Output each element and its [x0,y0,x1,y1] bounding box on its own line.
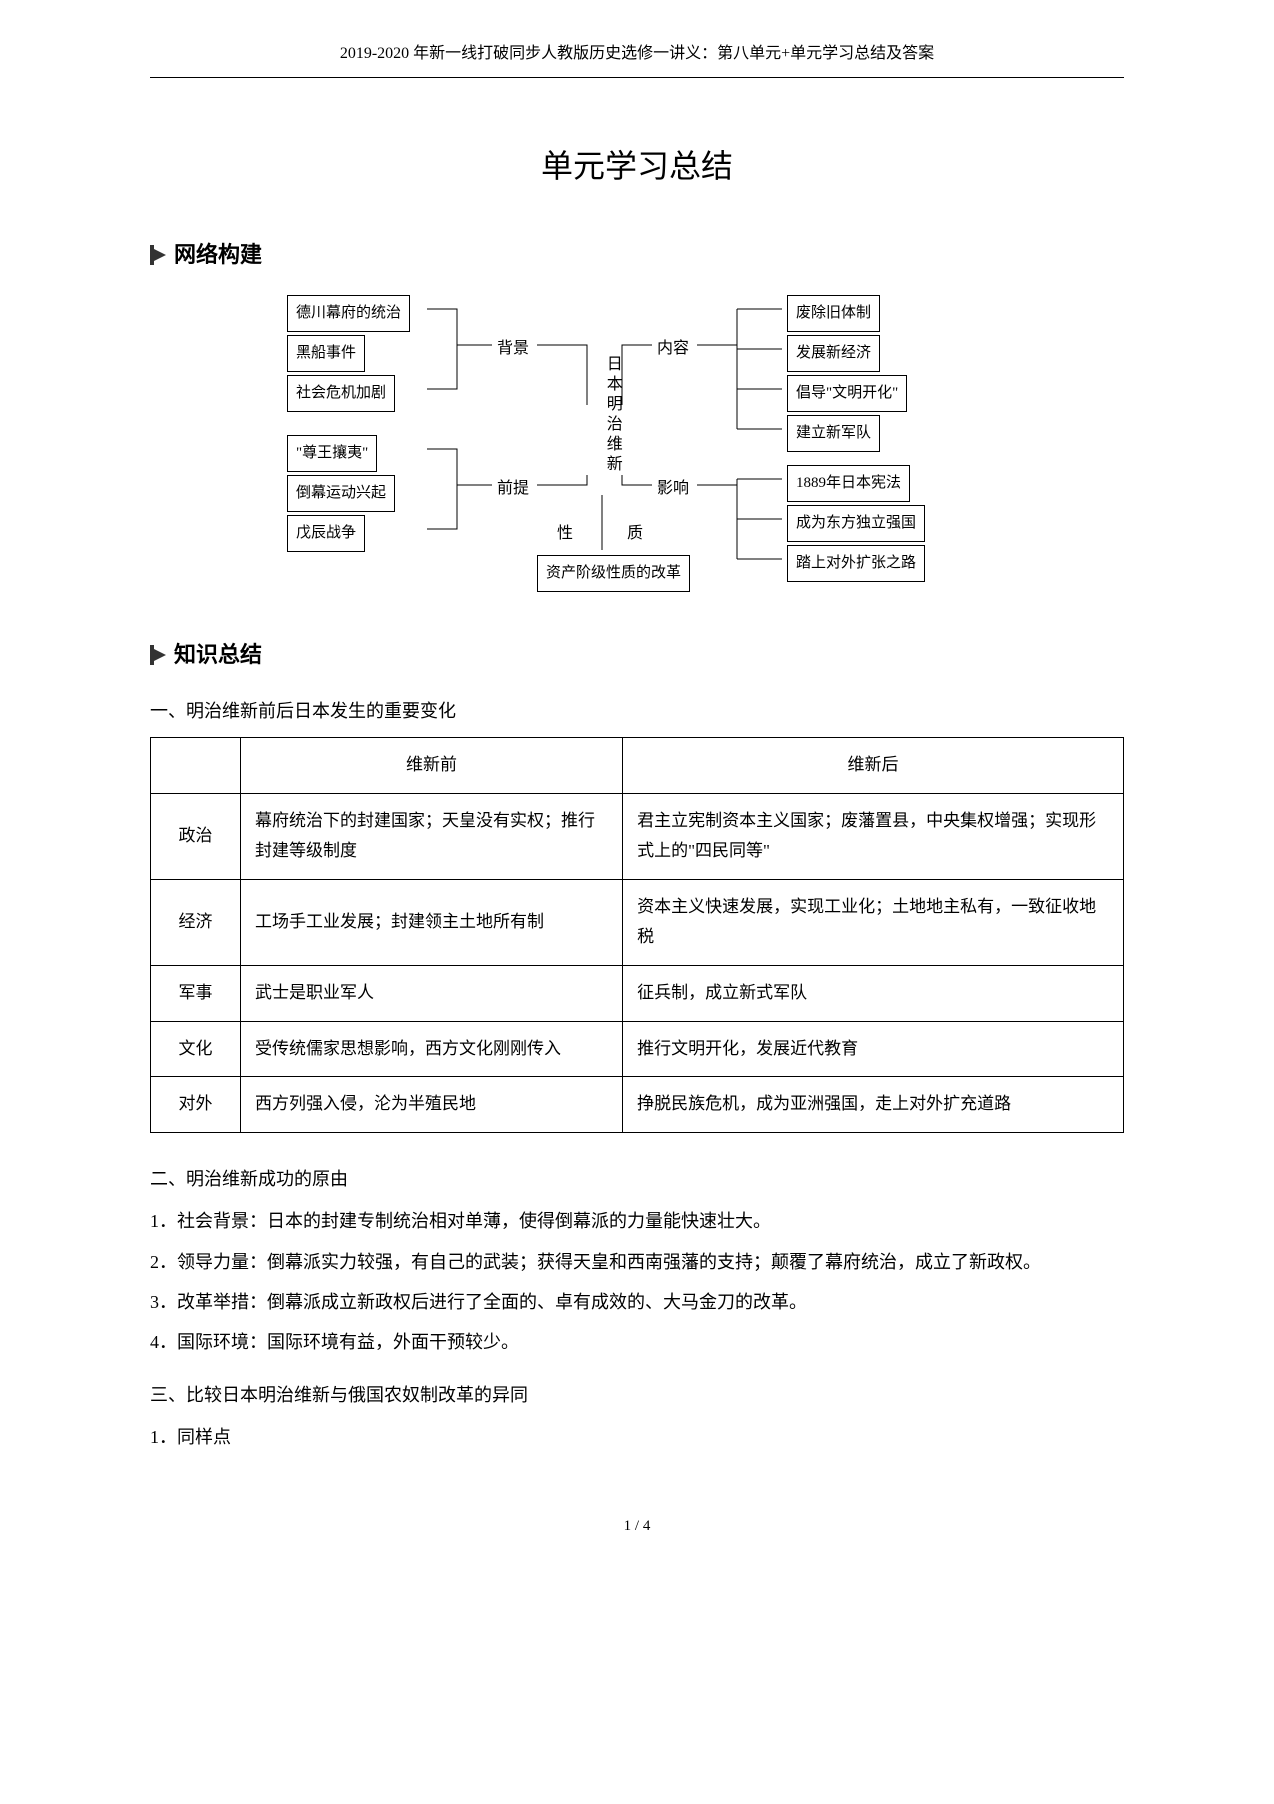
table-row-label: 文化 [151,1021,241,1077]
table-row: 对外西方列强入侵，沦为半殖民地挣脱民族危机，成为亚洲强国，走上对外扩充道路 [151,1077,1124,1133]
reason-item: 3．改革举措：倒幕派成立新政权后进行了全面的、卓有成效的、大马金刀的改革。 [150,1286,1124,1318]
reason-item: 2．领导力量：倒幕派实力较强，有自己的武装；获得天皇和西南强藩的支持；颠覆了幕府… [150,1246,1124,1278]
section-knowledge-header: 知识总结 [150,635,1124,675]
subsection-1: 一、明治维新前后日本发生的重要变化 [150,695,1124,727]
comparison-table: 维新前 维新后 政治幕府统治下的封建国家；天皇没有实权；推行封建等级制度君主立宪… [150,737,1124,1133]
table-row: 文化受传统儒家思想影响，西方文化刚刚传入推行文明开化，发展近代教育 [151,1021,1124,1077]
table-cell-after: 征兵制，成立新式军队 [623,965,1124,1021]
section-marker-icon [150,247,166,263]
subsection-2: 二、明治维新成功的原由 [150,1163,1124,1195]
page-header: 2019-2020 年新一线打破同步人教版历史选修一讲义：第八单元+单元学习总结… [150,40,1124,78]
table-row-label: 政治 [151,793,241,879]
page-number: 1 / 4 [150,1513,1124,1540]
table-cell-after: 资本主义快速发展，实现工业化；土地地主私有，一致征收地税 [623,879,1124,965]
network-diagram: 德川幕府的统治 黑船事件 社会危机加剧 "尊王攘夷" 倒幕运动兴起 戊辰战争 背… [287,295,987,595]
reason-item: 4．国际环境：国际环境有益，外面干预较少。 [150,1326,1124,1358]
table-row-label: 对外 [151,1077,241,1133]
table-header: 维新后 [623,737,1124,793]
table-row: 经济工场手工业发展；封建领主土地所有制资本主义快速发展，实现工业化；土地地主私有… [151,879,1124,965]
subsection-3: 三、比较日本明治维新与俄国农奴制改革的异同 [150,1379,1124,1411]
section-network-header: 网络构建 [150,235,1124,275]
main-title: 单元学习总结 [150,138,1124,196]
table-cell-before: 工场手工业发展；封建领主土地所有制 [241,879,623,965]
table-header: 维新前 [241,737,623,793]
diagram-connectors [287,295,987,595]
table-cell-after: 推行文明开化，发展近代教育 [623,1021,1124,1077]
table-cell-before: 幕府统治下的封建国家；天皇没有实权；推行封建等级制度 [241,793,623,879]
table-cell-before: 武士是职业军人 [241,965,623,1021]
point-1: 1．同样点 [150,1421,1124,1453]
reason-item: 1．社会背景：日本的封建专制统治相对单薄，使得倒幕派的力量能快速壮大。 [150,1205,1124,1237]
table-cell-before: 西方列强入侵，沦为半殖民地 [241,1077,623,1133]
table-cell-after: 君主立宪制资本主义国家；废藩置县，中央集权增强；实现形式上的"四民同等" [623,793,1124,879]
section-marker-icon [150,647,166,663]
section-network-title: 网络构建 [174,235,262,275]
table-row: 政治幕府统治下的封建国家；天皇没有实权；推行封建等级制度君主立宪制资本主义国家；… [151,793,1124,879]
table-row-label: 军事 [151,965,241,1021]
table-cell-after: 挣脱民族危机，成为亚洲强国，走上对外扩充道路 [623,1077,1124,1133]
section-knowledge-title: 知识总结 [174,635,262,675]
table-cell-before: 受传统儒家思想影响，西方文化刚刚传入 [241,1021,623,1077]
table-header [151,737,241,793]
table-row: 军事武士是职业军人征兵制，成立新式军队 [151,965,1124,1021]
table-row-label: 经济 [151,879,241,965]
